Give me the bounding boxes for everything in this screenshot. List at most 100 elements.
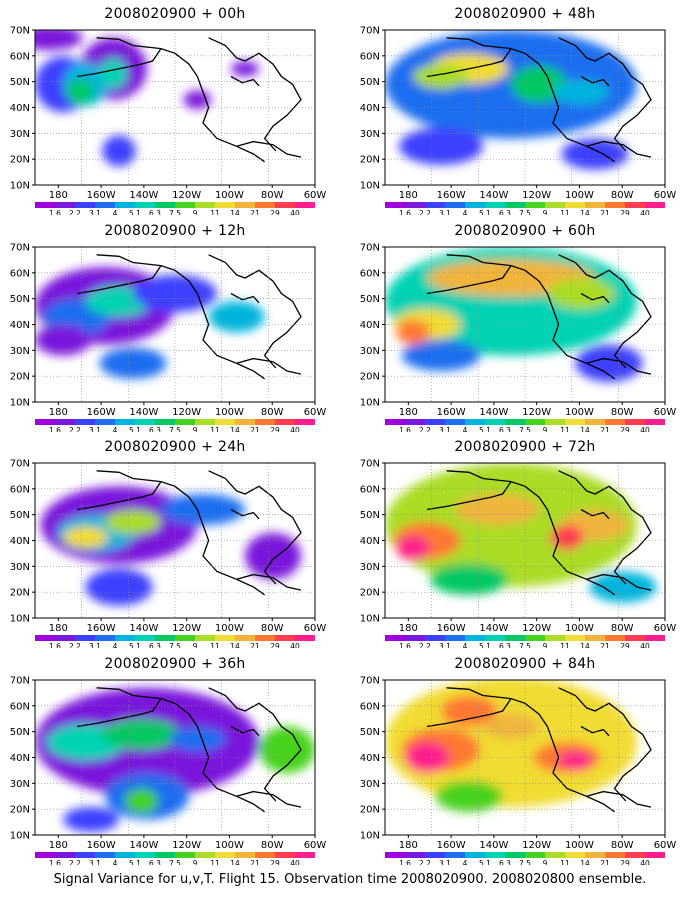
variance-contour xyxy=(208,301,265,333)
colorbar-swatch xyxy=(425,419,445,425)
x-tick-label: 180 xyxy=(49,840,68,851)
panel-title: 2008020900 + 72h xyxy=(454,439,596,455)
colorbar-swatch xyxy=(135,635,155,641)
colorbar-swatch xyxy=(565,852,585,858)
coastline xyxy=(76,265,162,295)
colorbar-label: 9 xyxy=(543,859,548,865)
forecast-panel: 10N 20N 30N 40N 50N 60N 70N 180 160W 140W 120W 100W… xyxy=(0,0,350,215)
y-tick-label: 70N xyxy=(360,26,380,37)
coastline xyxy=(558,37,652,152)
coastline xyxy=(426,481,512,511)
colorbar-label: 11 xyxy=(560,426,570,432)
colorbar-swatch xyxy=(645,419,665,425)
y-tick-label: 60N xyxy=(360,484,380,495)
y-tick-label: 20N xyxy=(360,588,380,599)
colorbar-swatch xyxy=(585,635,605,641)
y-tick-label: 40N xyxy=(10,536,30,547)
y-tick-label: 30N xyxy=(360,779,380,790)
colorbar-label: 2.2 xyxy=(419,426,431,432)
x-tick-label: 100W xyxy=(215,190,244,201)
colorbar-swatch xyxy=(445,419,465,425)
colorbar-swatch xyxy=(585,419,605,425)
variance-contour xyxy=(413,64,469,89)
x-tick-label: 120W xyxy=(522,840,551,851)
y-tick-label: 60N xyxy=(10,701,30,712)
colorbar-swatch xyxy=(155,419,175,425)
colorbar-label: 7.5 xyxy=(169,426,181,432)
colorbar-label: 11 xyxy=(210,859,220,865)
y-tick-label: 10N xyxy=(10,181,30,192)
panel-title: 2008020900 + 48h xyxy=(454,6,596,22)
y-tick-label: 20N xyxy=(10,372,30,383)
colorbar-label: 2.2 xyxy=(69,859,81,865)
colorbar-swatch xyxy=(605,419,625,425)
coastline xyxy=(208,687,302,802)
colorbar-swatch xyxy=(95,852,115,858)
y-tick-label: 60N xyxy=(360,268,380,279)
colorbar-swatch xyxy=(565,202,585,208)
colorbar-label: 11 xyxy=(210,642,220,648)
colorbar-label: 3.1 xyxy=(89,642,101,648)
forecast-panel: 10N 20N 30N 40N 50N 60N 70N 180 160W 140W 120W 100W… xyxy=(0,650,350,865)
colorbar-swatch xyxy=(155,852,175,858)
colorbar-label: 14 xyxy=(580,426,590,432)
colorbar-swatch xyxy=(175,202,195,208)
variance-contour xyxy=(231,61,259,77)
x-tick-label: 80W xyxy=(261,190,284,201)
colorbar-swatch xyxy=(195,419,215,425)
colorbar-swatch xyxy=(585,852,605,858)
colorbar-swatch xyxy=(115,635,135,641)
colorbar-swatch xyxy=(135,202,155,208)
coastline xyxy=(236,573,302,591)
colorbar-label: 3.1 xyxy=(439,426,451,432)
x-tick-label: 140W xyxy=(479,840,508,851)
y-tick-label: 40N xyxy=(360,753,380,764)
colorbar-swatch xyxy=(565,419,585,425)
colorbar-swatch xyxy=(35,852,55,858)
colorbar-label: 40 xyxy=(640,426,650,432)
y-tick-label: 70N xyxy=(360,459,380,470)
map-frame xyxy=(384,679,666,836)
colorbar-label: 14 xyxy=(230,209,240,215)
colorbar-swatch xyxy=(545,419,565,425)
y-tick-label: 40N xyxy=(360,103,380,114)
colorbar-label: 11 xyxy=(560,859,570,865)
colorbar-label: 5.1 xyxy=(479,426,491,432)
x-tick-label: 180 xyxy=(49,407,68,418)
map-frame xyxy=(384,29,666,186)
colorbar-swatch xyxy=(35,635,55,641)
variance-contour xyxy=(396,535,430,561)
colorbar-swatch xyxy=(425,202,445,208)
figure-caption: Signal Variance for u,v,T. Flight 15. Ob… xyxy=(53,872,647,887)
colorbar-label: 9 xyxy=(193,426,198,432)
coastline xyxy=(236,357,302,375)
variance-contour xyxy=(85,568,153,606)
colorbar-swatch xyxy=(485,202,505,208)
y-tick-label: 20N xyxy=(10,155,30,166)
colorbar-swatch xyxy=(255,852,275,858)
colorbar-label: 29 xyxy=(620,642,630,648)
colorbar-label: 14 xyxy=(580,859,590,865)
colorbar-label: 29 xyxy=(270,642,280,648)
x-tick-label: 60W xyxy=(304,407,327,418)
coastline xyxy=(208,254,302,369)
x-tick-label: 100W xyxy=(215,407,244,418)
colorbar-label: 29 xyxy=(270,859,280,865)
colorbar-label: 3.1 xyxy=(89,209,101,215)
colorbar-swatch xyxy=(155,635,175,641)
coastline xyxy=(426,48,512,78)
colorbar-label: 7.5 xyxy=(169,209,181,215)
y-tick-label: 60N xyxy=(10,484,30,495)
x-tick-label: 100W xyxy=(565,407,594,418)
variance-contour xyxy=(483,714,539,739)
colorbar-swatch xyxy=(385,852,405,858)
colorbar-label: 6.3 xyxy=(499,642,511,648)
colorbar-swatch xyxy=(295,852,315,858)
colorbar-swatch xyxy=(75,419,95,425)
colorbar-swatch xyxy=(255,419,275,425)
colorbar-label: 21 xyxy=(600,642,610,648)
colorbar-label: 7.5 xyxy=(169,642,181,648)
variance-contour xyxy=(161,494,245,525)
y-tick-label: 50N xyxy=(10,727,30,738)
colorbar-swatch xyxy=(525,419,545,425)
